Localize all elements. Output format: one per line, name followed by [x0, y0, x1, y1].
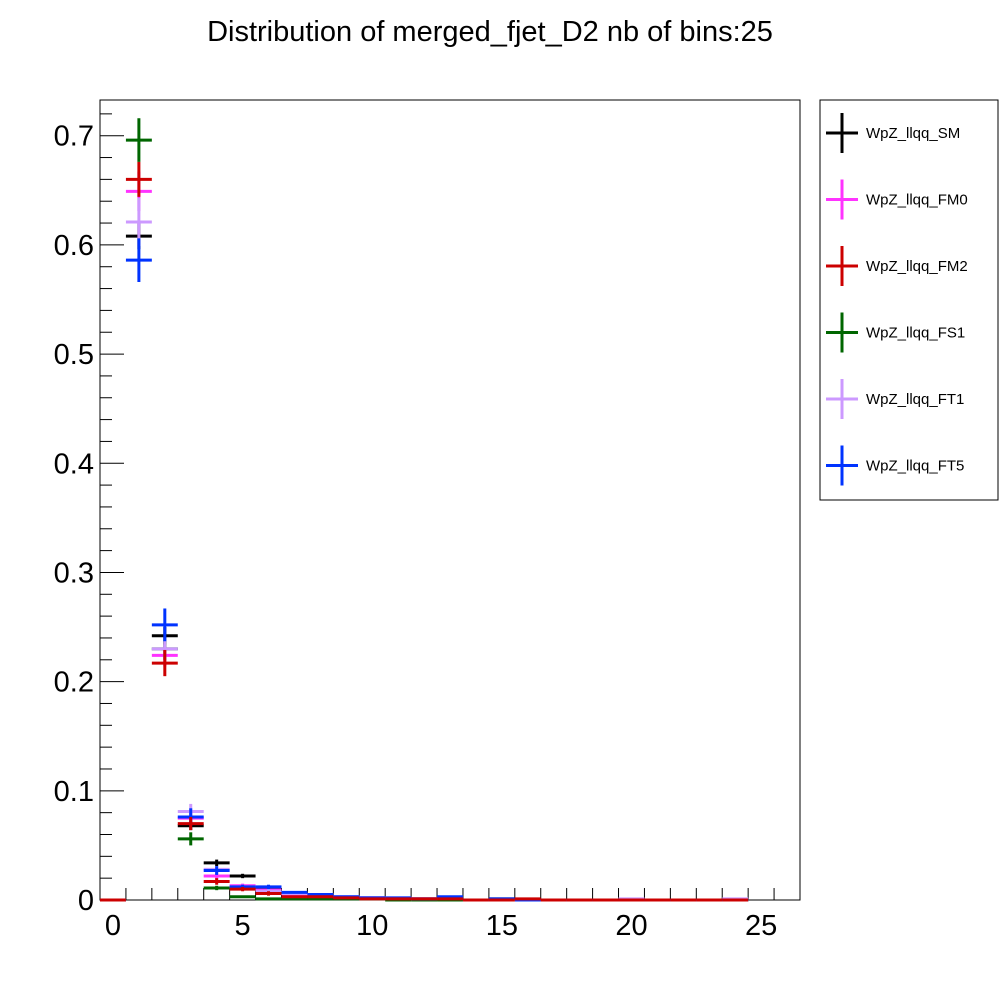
- legend-label: WpZ_llqq_FM2: [866, 258, 968, 275]
- y-tick-label: 0: [78, 885, 94, 917]
- legend-label: WpZ_llqq_FT1: [866, 391, 964, 408]
- legend-item: WpZ_llqq_FS1: [826, 312, 965, 353]
- series-WpZ_llqq_FT5: [100, 238, 749, 902]
- y-axis: 0 0.1 0.2 0.3 0.4 0.5 0.6 0.7: [54, 113, 124, 917]
- plot-frame: [99, 99, 801, 901]
- legend-item: WpZ_llqq_FT5: [826, 445, 964, 486]
- y-tick-label: 0.6: [54, 230, 94, 262]
- y-tick-label: 0.4: [54, 448, 94, 480]
- series-layer: [100, 118, 749, 902]
- legend-label: WpZ_llqq_FS1: [866, 325, 965, 342]
- legend-item: WpZ_llqq_FM2: [826, 246, 968, 286]
- series-WpZ_llqq_FM2: [100, 161, 749, 902]
- y-tick-label: 0.2: [54, 667, 94, 699]
- y-tick-label: 0.1: [54, 776, 94, 808]
- legend-label: WpZ_llqq_FM0: [866, 192, 968, 209]
- legend-label: WpZ_llqq_SM: [866, 125, 960, 142]
- legend-box: [819, 99, 999, 501]
- legend: WpZ_llqq_SM WpZ_llqq_FM0 WpZ_llqq_FM2 WpZ_l…: [819, 99, 999, 501]
- legend-item: WpZ_llqq_FT1: [826, 379, 964, 419]
- x-tick-label: 20: [615, 910, 647, 942]
- series-WpZ_llqq_FT1: [100, 197, 749, 902]
- x-tick-label: 25: [745, 910, 777, 942]
- legend-label: WpZ_llqq_FT5: [866, 458, 964, 475]
- x-tick-label: 15: [486, 910, 518, 942]
- legend-item: WpZ_llqq_FM0: [826, 179, 968, 220]
- plot-border: [99, 99, 801, 901]
- x-tick-label: 0: [105, 910, 121, 942]
- chart-title: Distribution of merged_fjet_D2 nb of bin…: [207, 16, 773, 48]
- y-tick-label: 0.7: [54, 121, 94, 153]
- y-tick-label: 0.3: [54, 557, 94, 589]
- series-WpZ_llqq_FM0: [100, 171, 749, 902]
- legend-item: WpZ_llqq_SM: [826, 113, 960, 153]
- x-tick-label: 5: [235, 910, 251, 942]
- x-tick-label: 10: [356, 910, 388, 942]
- series-WpZ_llqq_FS1: [100, 118, 749, 902]
- series-WpZ_llqq_SM: [100, 223, 749, 902]
- y-tick-label: 0.5: [54, 339, 94, 371]
